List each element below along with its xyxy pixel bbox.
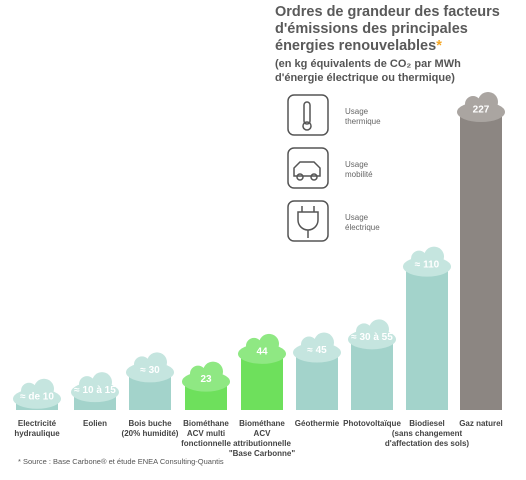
- x-tick-label: Photovoltaïque: [343, 419, 401, 428]
- x-tick-label: Biométhane: [183, 419, 229, 428]
- cloud-part: [92, 372, 112, 393]
- x-tick-label: (20% humidité): [122, 429, 179, 438]
- x-tick-label: Gaz naturel: [459, 419, 503, 428]
- value-label: 227: [473, 105, 490, 116]
- cloud: [182, 361, 230, 392]
- cloud-part: [424, 246, 444, 267]
- legend-label: Usage: [345, 107, 369, 116]
- source: * Source : Base Carbone® et étude ENEA C…: [18, 457, 224, 466]
- cloud: [403, 246, 451, 277]
- subtitle: (en kg équivalents de CO₂ par MWh: [275, 58, 461, 70]
- value-label: ≈ 30: [140, 365, 160, 376]
- subtitle: d'énergie électrique ou thermique): [275, 72, 455, 84]
- legend-label: thermique: [345, 117, 381, 126]
- cloud-part: [246, 337, 262, 354]
- cloud: [71, 372, 119, 403]
- cloud-part: [356, 323, 372, 340]
- x-tick-label: ACV multi: [187, 429, 225, 438]
- value-label: ≈ 30 à 55: [351, 332, 393, 343]
- chart-title: énergies renouvelables: [275, 38, 436, 54]
- cloud: [457, 92, 505, 122]
- x-tick-label: Bois buche: [128, 419, 172, 428]
- legend-label: Usage: [345, 160, 369, 169]
- value-label: ≈ 45: [307, 345, 327, 356]
- cloud-part: [465, 96, 481, 112]
- bar: [460, 110, 502, 410]
- cloud-part: [79, 376, 95, 393]
- legend-icons: [287, 94, 329, 242]
- x-tick-label: ACV: [254, 429, 272, 438]
- x-tick-label: hydraulique: [14, 429, 60, 438]
- x-tick-label: Electricité: [18, 419, 57, 428]
- cloud-part: [411, 250, 427, 267]
- x-tick-label: attributionnelle: [233, 439, 291, 448]
- chart-title: d'émissions des principales: [275, 21, 468, 37]
- cloud-part: [314, 332, 334, 353]
- x-tick-label: fonctionnelle: [181, 439, 231, 448]
- x-tick-label: d'affectation des sols): [385, 439, 469, 448]
- bar: [351, 337, 393, 410]
- cloud: [348, 319, 396, 350]
- legend-label: électrique: [345, 223, 380, 232]
- x-tick-label: "Base Carbonne": [229, 449, 295, 458]
- legend-label: mobilité: [345, 170, 373, 179]
- value-label: ≈ de 10: [20, 391, 54, 402]
- cloud-part: [478, 92, 498, 112]
- cloud-part: [369, 319, 389, 340]
- cloud-part: [259, 333, 279, 354]
- cloud: [238, 333, 286, 364]
- x-tick-label: Géothermie: [295, 419, 340, 428]
- x-tick-label: Biodiesel: [409, 419, 445, 428]
- legend-label: Usage: [345, 213, 369, 222]
- title-note: *: [436, 38, 442, 54]
- cloud-part: [21, 382, 37, 399]
- value-label: ≈ 110: [415, 259, 440, 270]
- cloud-part: [34, 378, 54, 399]
- bar: [406, 264, 448, 410]
- cloud: [13, 378, 61, 409]
- x-tick-label: Eolien: [83, 419, 107, 428]
- value-label: 23: [200, 374, 212, 385]
- cloud-part: [134, 356, 150, 373]
- chart-title: Ordres de grandeur des facteurs: [275, 4, 500, 20]
- value-label: ≈ 10 à 15: [74, 385, 116, 396]
- value-label: 44: [256, 346, 268, 357]
- cloud: [126, 352, 174, 383]
- cloud-part: [203, 361, 223, 382]
- chart-title: *: [436, 38, 442, 54]
- x-tick-label: Biométhane: [239, 419, 285, 428]
- x-tick-label: (sans changement: [392, 429, 463, 438]
- cloud-part: [147, 352, 167, 373]
- cloud: [293, 332, 341, 363]
- cloud-part: [190, 365, 206, 382]
- cloud-part: [301, 336, 317, 353]
